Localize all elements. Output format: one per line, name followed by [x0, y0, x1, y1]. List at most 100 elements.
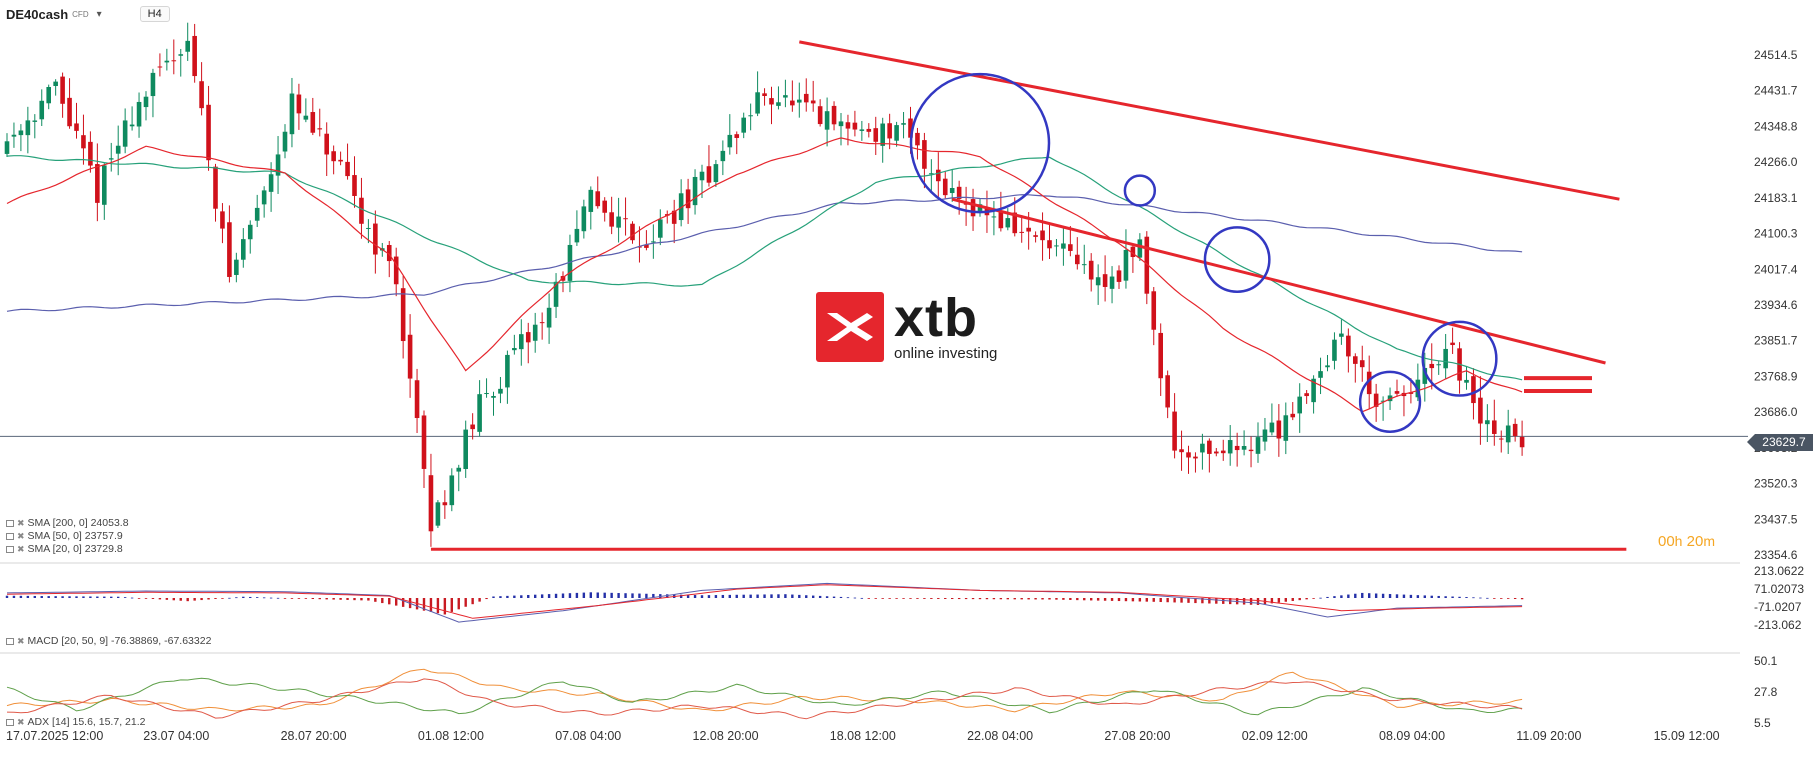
macd-histogram-bar: [1187, 598, 1190, 603]
candle-bull: [143, 96, 149, 108]
candle-bear: [206, 104, 211, 161]
symbol-name[interactable]: DE40cash: [6, 6, 69, 22]
legend-adx[interactable]: ✖ ADX [14] 15.6, 15.7, 21.2: [6, 716, 145, 728]
macd-histogram-bar: [818, 595, 822, 598]
candle-bear: [525, 332, 531, 343]
candle-bear: [1234, 445, 1240, 451]
macd-histogram-bar: [388, 598, 391, 605]
candle-bear: [706, 166, 712, 183]
macd-histogram-bar: [832, 596, 836, 598]
macd-histogram-bar: [1374, 593, 1378, 598]
macd-histogram-bar: [638, 593, 641, 599]
candle-bull: [901, 123, 906, 125]
close-icon[interactable]: ✖: [17, 543, 25, 554]
macd-histogram-bar: [888, 598, 891, 599]
macd-histogram-bar: [360, 598, 363, 601]
y-tick-label: 23686.0: [1754, 405, 1798, 419]
macd-histogram-bar: [805, 595, 808, 599]
candle-bull: [553, 281, 559, 307]
macd-histogram-bar: [200, 598, 203, 601]
macd-histogram-bar: [798, 594, 801, 598]
adx-line-2: [6, 678, 1523, 720]
macd-histogram-bar: [735, 594, 738, 598]
settings-icon[interactable]: [6, 532, 14, 540]
settings-icon[interactable]: [6, 519, 14, 527]
macd-histogram-bar: [1076, 598, 1079, 601]
legend-macd[interactable]: ✖ MACD [20, 50, 9] -76.38869, -67.63322: [6, 635, 211, 647]
macd-histogram-bar: [1041, 598, 1044, 600]
macd-histogram-bar: [1402, 594, 1406, 598]
candle-bull: [261, 190, 267, 205]
countdown-hours-unit: h: [1674, 533, 1683, 549]
candle-bull: [581, 206, 587, 232]
close-icon[interactable]: ✖: [17, 635, 25, 646]
annotation-circle: [1358, 370, 1422, 433]
candle-bull: [588, 189, 594, 212]
y-tick-label: 23851.7: [1754, 334, 1798, 348]
legend-sma50[interactable]: ✖ SMA [50, 0] 23757.9: [6, 530, 123, 542]
macd-histogram-bar: [158, 598, 162, 600]
candle-bear: [1158, 332, 1163, 379]
macd-histogram-bar: [89, 596, 92, 598]
macd-histogram-bar: [179, 598, 182, 601]
candle-bear: [803, 93, 809, 103]
timeframe-selector[interactable]: H4: [139, 6, 170, 22]
candle-bear: [1075, 254, 1080, 265]
candle-bull: [1436, 364, 1441, 366]
macd-histogram-bar: [1451, 596, 1454, 598]
candle-bear: [386, 245, 392, 262]
candle-bear: [595, 191, 601, 207]
macd-histogram-bar: [1215, 598, 1218, 604]
candle-bear: [644, 244, 649, 248]
candle-bear: [560, 276, 566, 281]
settings-icon[interactable]: [6, 637, 14, 645]
countdown-minutes: 20: [1686, 533, 1704, 550]
candle-bull: [838, 121, 844, 127]
settings-icon[interactable]: [6, 545, 14, 553]
candle-bull: [859, 129, 865, 131]
macd-histogram-bar: [721, 594, 725, 598]
candle-bull: [477, 394, 482, 432]
candle-bull: [18, 130, 24, 136]
macd-histogram-bar: [756, 594, 759, 599]
annotation-circle: [1123, 174, 1157, 207]
candle-bull: [115, 145, 121, 154]
chevron-down-icon[interactable]: ▾: [96, 8, 102, 20]
candle-bull: [1255, 437, 1261, 454]
close-icon[interactable]: ✖: [17, 517, 25, 528]
macd-histogram-bar: [1006, 598, 1009, 600]
close-icon[interactable]: ✖: [17, 716, 25, 727]
candle-bear: [810, 100, 816, 104]
candle-bull: [1061, 243, 1066, 249]
candle-bull: [39, 100, 45, 120]
legend-sma20[interactable]: ✖ SMA [20, 0] 23729.8: [6, 543, 123, 555]
candle-bear: [936, 169, 941, 182]
candle-bear: [734, 134, 740, 138]
close-icon[interactable]: ✖: [17, 530, 25, 541]
legend-sma200[interactable]: ✖ SMA [200, 0] 24053.8: [6, 517, 129, 529]
candle-bear: [609, 212, 614, 227]
macd-histogram-bar: [1430, 595, 1433, 598]
annotation-circle: [909, 72, 1051, 214]
macd-histogram-bar: [374, 598, 377, 602]
candle-bear: [1026, 227, 1031, 232]
macd-histogram-bar: [679, 594, 683, 598]
candle-bear: [1165, 375, 1170, 408]
macd-histogram-bar: [68, 596, 71, 598]
settings-icon[interactable]: [6, 718, 14, 726]
candle-bull: [519, 334, 524, 350]
macd-histogram-bar: [513, 595, 516, 598]
macd-histogram-bar: [1291, 598, 1294, 601]
candle-bear: [317, 128, 323, 130]
candle-bull: [1297, 396, 1302, 414]
macd-histogram-bar: [485, 598, 488, 600]
candle-bull: [53, 81, 58, 87]
macd-histogram-bar: [401, 598, 405, 607]
candle-bull: [108, 158, 114, 160]
candle-bull: [136, 101, 142, 127]
macd-histogram-bar: [812, 595, 815, 599]
x-tick-label: 22.08 04:00: [967, 729, 1033, 743]
macd-histogram-bar: [1013, 598, 1016, 600]
candle-bear: [1359, 360, 1365, 368]
